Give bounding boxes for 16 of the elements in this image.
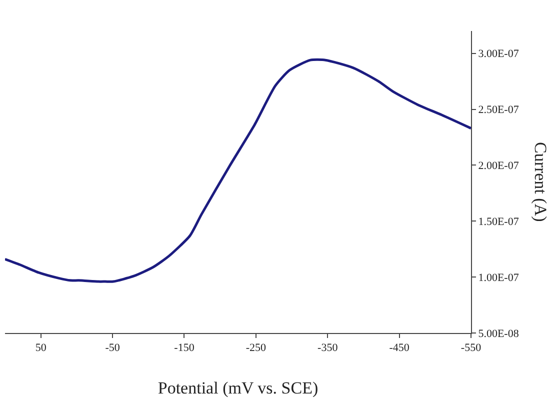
line-series (5, 58, 471, 283)
x-axis-title: Potential (mV vs. SCE) (158, 378, 318, 398)
y-tick-label: 2.50E-07 (478, 104, 520, 116)
x-tick-label: -150 (174, 342, 195, 354)
y-tick-label: 5.00E-08 (478, 328, 520, 340)
x-tick-label: -450 (389, 342, 410, 354)
y-tick-label: 1.50E-07 (478, 216, 520, 228)
x-tick-label: -550 (460, 342, 482, 354)
x-tick-label: -250 (246, 342, 266, 354)
y-tick-label: 2.00E-07 (478, 160, 520, 172)
y-axis-title: Current (A) (531, 142, 550, 222)
y-tick-label: 1.00E-07 (478, 272, 520, 284)
x-tick-label: -350 (318, 342, 338, 354)
x-tick-label: 50 (35, 342, 47, 354)
y-tick-label: 3.00E-07 (478, 48, 520, 60)
x-tick-label: -50 (105, 342, 120, 354)
